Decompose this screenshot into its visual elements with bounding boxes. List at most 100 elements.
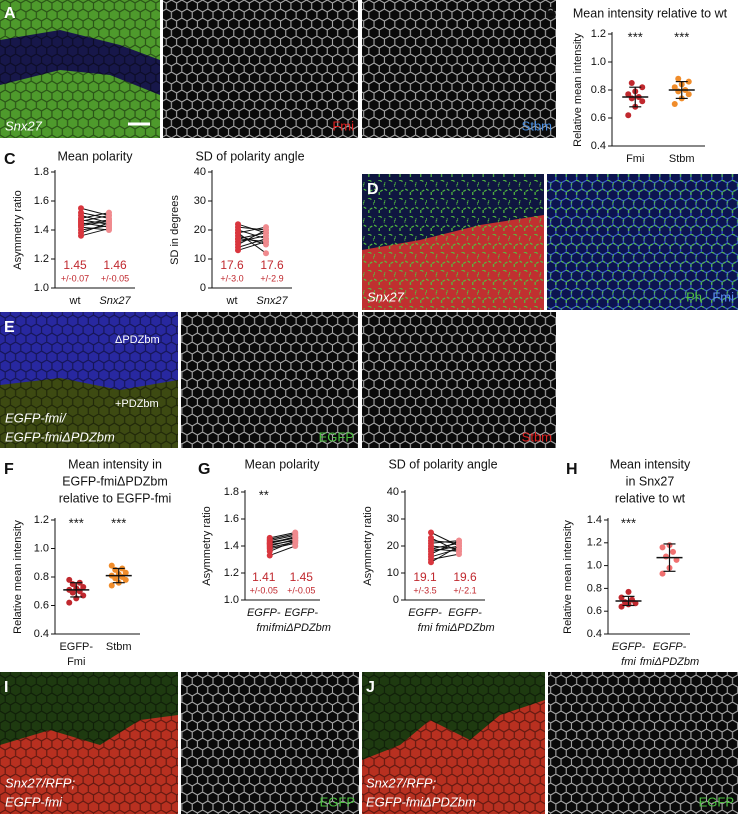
image-a2 <box>163 0 358 138</box>
significance: *** <box>69 515 84 530</box>
x-tick-label: Snx27 <box>99 295 131 307</box>
y-axis-label: Asymmetry ratio <box>362 506 374 585</box>
chart-title: SD of polarity angle <box>388 457 497 471</box>
y-tick-label: 1.0 <box>224 594 239 606</box>
data-point <box>659 570 666 577</box>
y-tick-label: 1.4 <box>224 540 239 552</box>
data-point <box>639 98 646 105</box>
data-point <box>673 556 680 563</box>
y-tick-label: 1.4 <box>587 514 602 526</box>
x-tick-label: fmiΔPDZbm <box>435 622 494 634</box>
x-tick-label: wt <box>69 295 81 307</box>
data-point <box>78 232 84 239</box>
panel-letter: B <box>545 5 557 22</box>
data-point <box>235 224 241 231</box>
data-point <box>235 247 241 254</box>
mean-label: 1.45 <box>290 570 314 584</box>
data-point <box>671 101 678 107</box>
sd-label: +/-0.05 <box>287 585 315 595</box>
image-i1 <box>0 672 178 814</box>
y-axis-label: Asymmetry ratio <box>201 506 213 585</box>
chart-title: Mean intensity <box>610 457 691 471</box>
panel-letter: C <box>4 151 16 168</box>
x-tick-label: Stbm <box>669 153 695 165</box>
pair-line <box>430 540 460 544</box>
chart-title: SD of polarity angle <box>195 149 304 163</box>
y-tick-label: 1.2 <box>591 28 606 40</box>
y-tick-label: 20 <box>387 540 399 552</box>
x-tick-label: Snx27 <box>256 295 288 307</box>
x-tick-label: fmi <box>621 656 636 668</box>
panel-letter: F <box>4 461 14 478</box>
significance: *** <box>674 29 689 44</box>
chart-title: relative to wt <box>615 491 686 505</box>
panel-letter: E <box>4 319 15 336</box>
pair-line <box>269 540 296 552</box>
y-tick-label: 0.8 <box>591 84 606 96</box>
data-point <box>292 543 299 549</box>
pair-line <box>80 207 110 216</box>
y-tick-label: 1.0 <box>587 560 602 572</box>
image-label: EGFP <box>699 794 734 809</box>
data-point <box>106 212 112 219</box>
chart-title: Mean intensity relative to wt <box>573 6 728 20</box>
pair-line <box>430 548 460 552</box>
y-axis-label: Relative mean intensity <box>572 33 584 147</box>
data-point <box>235 229 241 236</box>
x-tick-label: Fmi <box>626 153 644 165</box>
chart-title: in Snx27 <box>626 474 675 488</box>
panel-letter: J <box>366 679 375 696</box>
y-tick-label: 1.2 <box>587 537 602 549</box>
pair-line <box>80 220 110 227</box>
image-label: Snx27 <box>367 289 405 304</box>
y-tick-label: 0.4 <box>591 140 606 152</box>
image-a1 <box>0 0 160 138</box>
image-d1 <box>362 174 544 310</box>
image-label: Snx27/RFP; <box>5 775 75 790</box>
mean-label: 17.6 <box>220 258 244 272</box>
data-point <box>80 583 87 590</box>
pair-line <box>237 226 267 231</box>
y-tick-label: 0.8 <box>587 582 602 594</box>
image-label: ΔPDZbm <box>115 334 160 346</box>
y-tick-label: 0.6 <box>587 605 602 617</box>
x-tick-label: fmi <box>418 622 433 634</box>
y-tick-label: 30 <box>194 195 206 207</box>
pair-line <box>80 228 110 237</box>
sd-label: +/-3.5 <box>413 585 436 595</box>
y-axis-label: SD in degrees <box>169 195 181 265</box>
data-point <box>685 78 692 85</box>
sd-label: +/-3.0 <box>220 273 243 283</box>
data-point <box>66 599 73 606</box>
pair-line <box>237 229 267 245</box>
data-point <box>685 91 692 98</box>
pair-line <box>237 241 267 251</box>
image-label: +PDZbm <box>115 398 159 410</box>
data-point <box>66 576 73 583</box>
pair-line <box>237 226 267 234</box>
data-point <box>456 543 462 549</box>
x-tick-label: Stbm <box>106 641 132 653</box>
image-j1 <box>362 672 545 814</box>
pair-line <box>237 232 267 240</box>
pair-line <box>237 235 267 243</box>
pair-line <box>80 212 110 219</box>
data-point <box>659 544 666 551</box>
data-point <box>263 227 269 233</box>
chart-title: Mean polarity <box>57 149 133 163</box>
mean-label: 1.41 <box>252 570 276 584</box>
pair-line <box>269 534 296 542</box>
panel-letter: D <box>367 181 379 198</box>
data-point <box>675 75 682 82</box>
mean-label: 17.6 <box>260 258 284 272</box>
x-tick-label: fmiΔPDZbm <box>640 656 699 668</box>
x-tick-label: wt <box>226 295 238 307</box>
y-tick-label: 0.8 <box>34 571 49 583</box>
data-point <box>122 569 129 576</box>
pair-line <box>269 537 296 544</box>
sd-label: +/-0.05 <box>250 585 278 595</box>
y-tick-label: 0.4 <box>34 628 49 640</box>
y-tick-label: 10 <box>387 567 399 579</box>
pair-line <box>237 232 267 254</box>
